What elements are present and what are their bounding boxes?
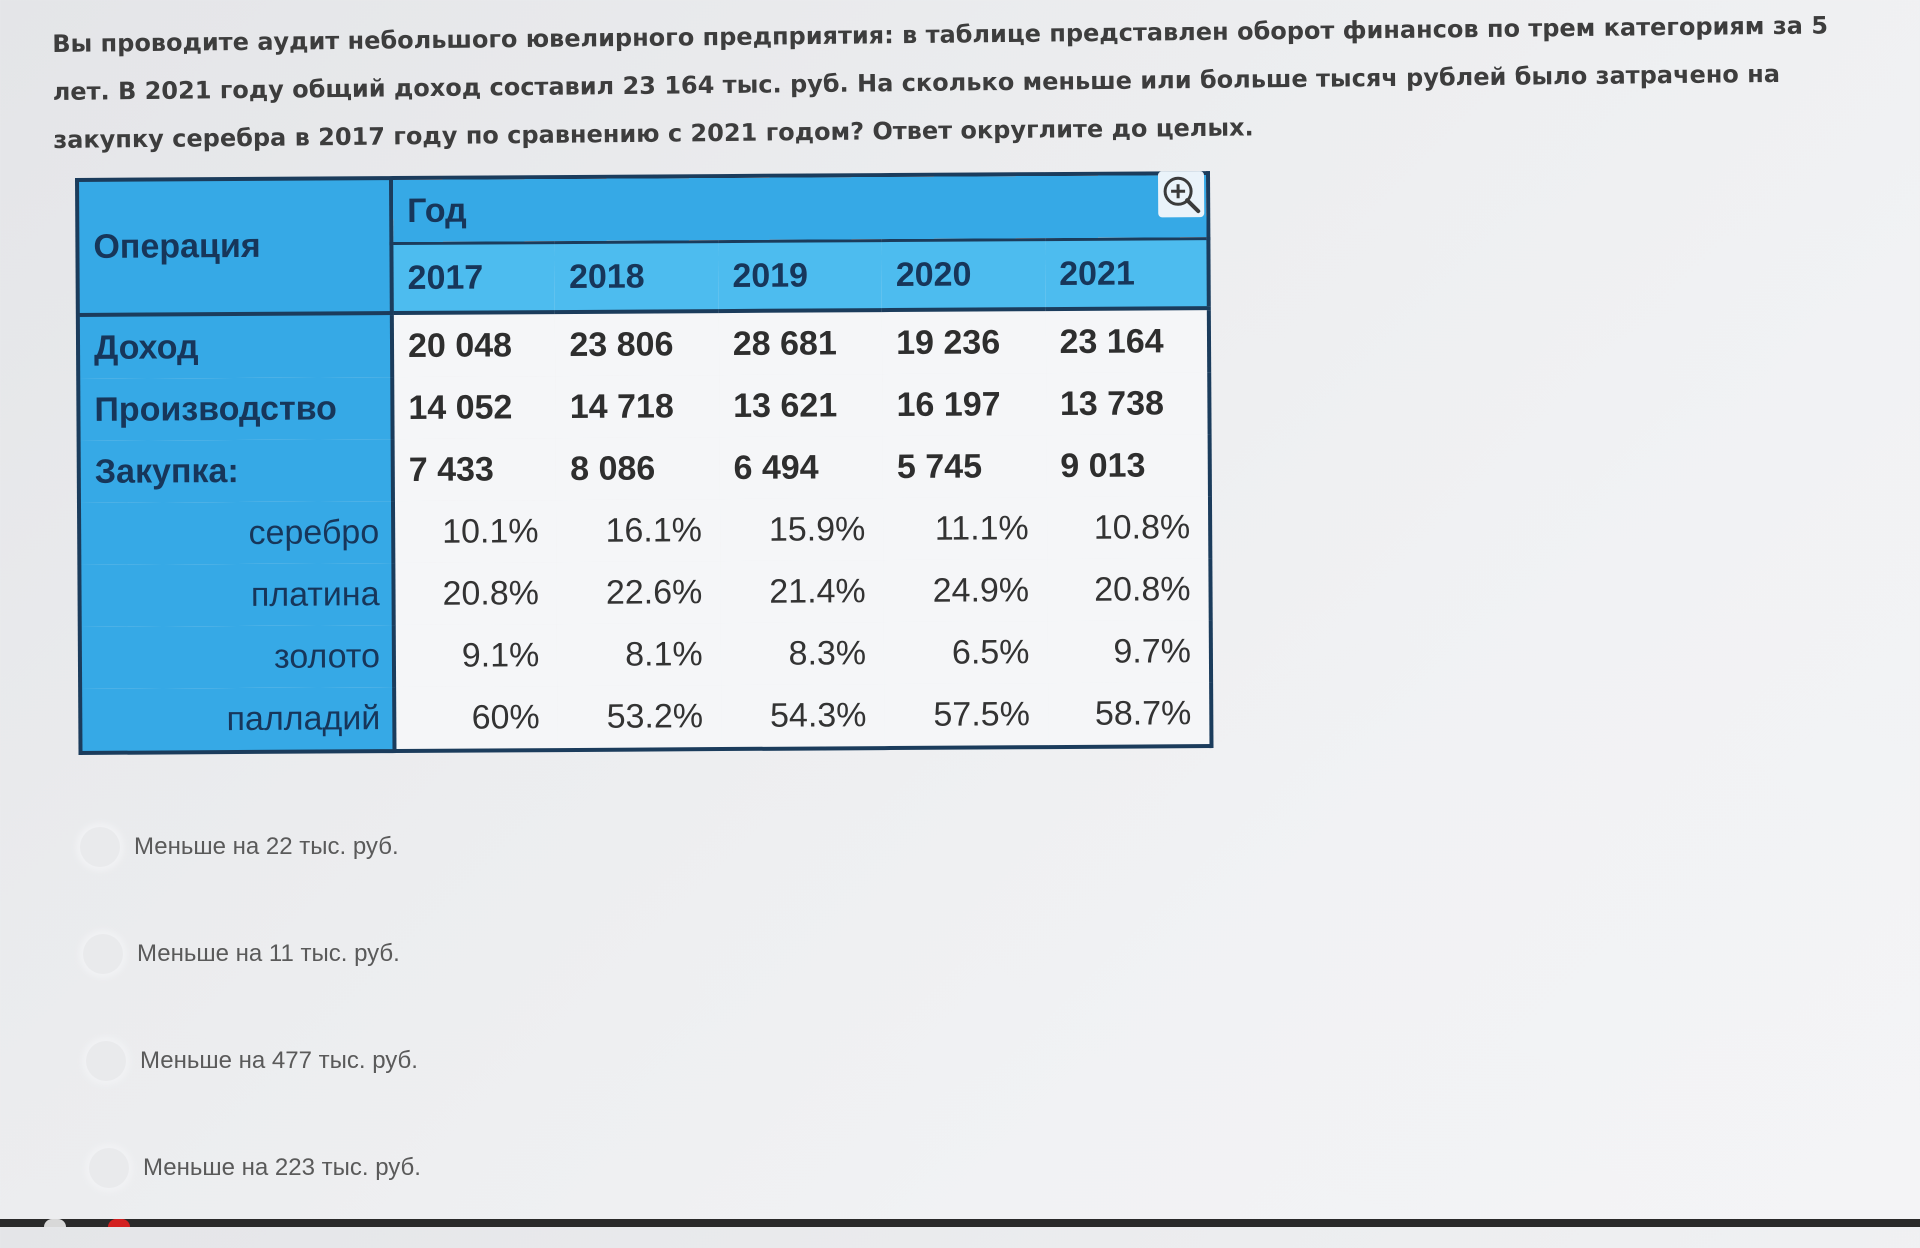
table-cell: 14 052 <box>392 376 556 439</box>
radio-button[interactable] <box>89 1148 129 1188</box>
taskbar-edge <box>0 1219 1920 1227</box>
table-cell: 10.1% <box>393 500 557 563</box>
table-cell: 13 738 <box>1046 372 1210 435</box>
year-header-cell: 2018 <box>555 242 719 312</box>
year-header-cell: 2020 <box>882 240 1046 310</box>
table-row-silver: серебро 10.1% 16.1% 15.9% 11.1% 10.8% <box>79 496 1210 565</box>
answer-label: Меньше на 22 тыс. руб. <box>134 833 399 861</box>
row-label: Доход <box>78 313 392 379</box>
answer-option-3[interactable]: Меньше на 477 тыс. руб. <box>86 1034 880 1088</box>
table-cell: 8 086 <box>556 437 720 500</box>
answer-option-2[interactable]: Меньше на 11 тыс. руб. <box>83 927 880 981</box>
table-cell: 58.7% <box>1048 682 1212 747</box>
answer-label: Меньше на 477 тыс. руб. <box>140 1047 418 1075</box>
row-label: палладий <box>80 687 394 753</box>
answer-options: Меньше на 22 тыс. руб. Меньше на 11 тыс.… <box>80 820 880 1248</box>
answer-label: Меньше на 11 тыс. руб. <box>137 940 400 968</box>
row-label: золото <box>80 625 394 689</box>
table-cell: 20.8% <box>393 562 557 625</box>
table-cell: 9.1% <box>394 624 558 687</box>
table-row-platinum: платина 20.8% 22.6% 21.4% 24.9% 20.8% <box>79 558 1210 627</box>
table-row-gold: золото 9.1% 8.1% 8.3% 6.5% 9.7% <box>80 620 1211 689</box>
table-cell: 9 013 <box>1046 434 1210 497</box>
zoom-in-icon[interactable] <box>1158 171 1204 217</box>
year-header-cell: 2017 <box>391 243 555 313</box>
table-cell: 21.4% <box>720 560 884 623</box>
header-operation: Операция <box>77 178 392 315</box>
table-cell: 16.1% <box>556 499 720 562</box>
year-header-cell: 2021 <box>1045 239 1209 309</box>
question-text: Вы проводите аудит небольшого ювелирного… <box>52 1 1893 164</box>
row-label: Закупка: <box>79 439 393 503</box>
header-year-label: Год <box>407 191 467 229</box>
table-row-production: Производство 14 052 14 718 13 621 16 197… <box>78 372 1209 441</box>
table-cell: 6.5% <box>884 621 1048 684</box>
table-row-purchase: Закупка: 7 433 8 086 6 494 5 745 9 013 <box>79 434 1210 503</box>
table-row-income: Доход 20 048 23 806 28 681 19 236 23 164 <box>78 308 1209 379</box>
table-cell: 19 236 <box>882 309 1046 374</box>
table-cell: 15.9% <box>720 498 884 561</box>
table-cell: 23 806 <box>555 311 719 376</box>
answer-option-4[interactable]: Меньше на 223 тыс. руб. <box>89 1141 880 1195</box>
radio-button[interactable] <box>83 934 123 974</box>
radio-button[interactable] <box>86 1041 126 1081</box>
row-label: Производство <box>78 377 392 441</box>
table-cell: 23 164 <box>1045 308 1209 373</box>
table-cell: 10.8% <box>1047 496 1211 559</box>
year-header-cell: 2019 <box>718 241 882 311</box>
table-cell: 24.9% <box>884 559 1048 622</box>
taskbar-icon[interactable] <box>44 1219 66 1227</box>
table-cell: 53.2% <box>558 685 722 750</box>
finance-table-container: Операция Год 2017 2018 2019 2020 2021 <box>75 171 1213 754</box>
header-year-group: Год <box>391 173 1208 243</box>
table-cell: 22.6% <box>557 561 721 624</box>
table-cell: 20.8% <box>1047 558 1211 621</box>
table-cell: 16 197 <box>882 373 1046 436</box>
table-cell: 54.3% <box>721 684 885 749</box>
answer-option-1[interactable]: Меньше на 22 тыс. руб. <box>80 820 880 874</box>
row-label: серебро <box>79 501 393 565</box>
table-cell: 14 718 <box>556 375 720 438</box>
table-row-palladium: палладий 60% 53.2% 54.3% 57.5% 58.7% <box>80 682 1211 753</box>
table-cell: 7 433 <box>393 438 557 501</box>
table-cell: 9.7% <box>1047 620 1211 683</box>
taskbar-icon[interactable] <box>108 1219 130 1227</box>
table-cell: 6 494 <box>719 436 883 499</box>
table-cell: 11.1% <box>883 497 1047 560</box>
answer-label: Меньше на 223 тыс. руб. <box>143 1154 421 1182</box>
table-cell: 8.1% <box>557 623 721 686</box>
table-cell: 28 681 <box>719 310 883 375</box>
row-label: платина <box>79 563 393 627</box>
table-cell: 5 745 <box>883 435 1047 498</box>
finance-table: Операция Год 2017 2018 2019 2020 2021 <box>75 171 1214 755</box>
table-cell: 13 621 <box>719 374 883 437</box>
table-cell: 60% <box>394 686 558 751</box>
table-cell: 20 048 <box>392 312 556 377</box>
radio-button[interactable] <box>80 827 120 867</box>
table-cell: 57.5% <box>884 683 1048 748</box>
table-cell: 8.3% <box>721 622 885 685</box>
